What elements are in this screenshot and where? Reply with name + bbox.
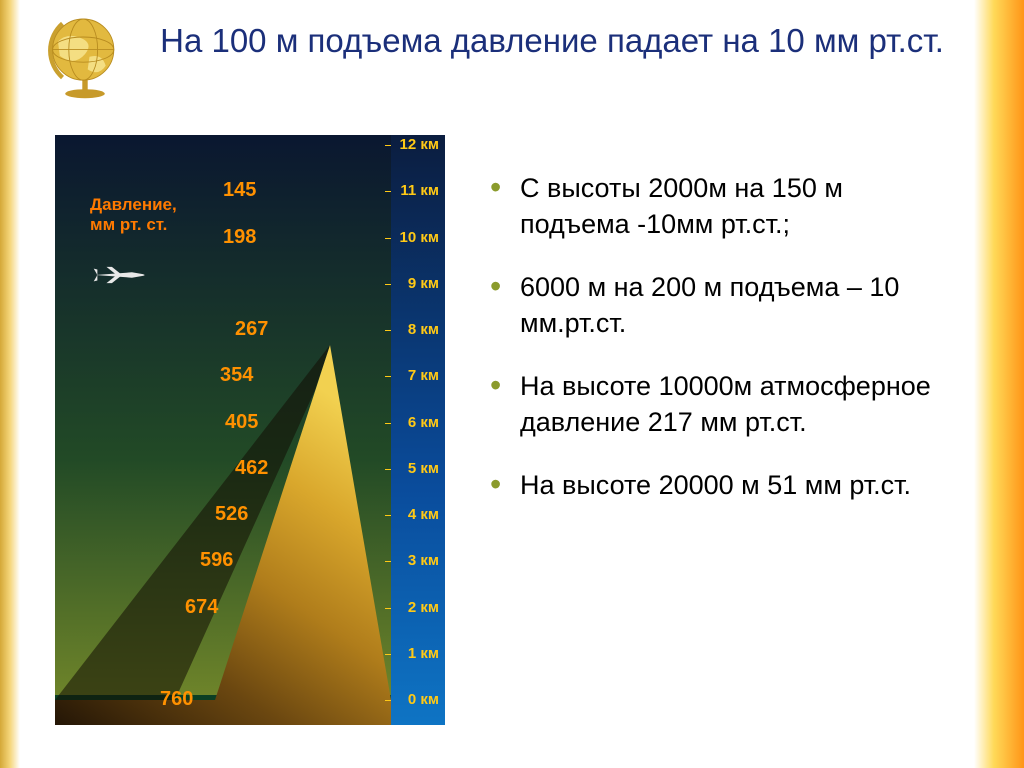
pressure-value: 462	[235, 457, 268, 480]
pressure-value: 596	[200, 549, 233, 572]
axis-tick-mark	[385, 191, 391, 192]
airplane-icon	[93, 265, 149, 285]
axis-tick-mark	[385, 330, 391, 331]
axis-tick-label: 5 км	[408, 460, 439, 477]
axis-tick-label: 8 км	[408, 321, 439, 338]
bullet-item: 6000 м на 200 м подъема – 10 мм.рт.ст.	[490, 269, 954, 342]
pressure-value: 674	[185, 596, 218, 619]
pressure-value: 760	[160, 688, 193, 711]
axis-tick-mark	[385, 423, 391, 424]
bullet-list: С высоты 2000м на 150 м подъема -10мм рт…	[490, 170, 954, 529]
axis-tick-label: 11 км	[400, 182, 439, 199]
axis-tick-mark	[385, 469, 391, 470]
axis-tick-label: 6 км	[408, 414, 439, 431]
axis-tick-mark	[385, 608, 391, 609]
right-edge-gradient	[974, 0, 1024, 768]
axis-tick-mark	[385, 238, 391, 239]
pressure-value: 145	[223, 179, 256, 202]
globe-icon	[40, 10, 130, 100]
slide-title: На 100 м подъема давление падает на 10 м…	[150, 20, 954, 61]
bullet-item: С высоты 2000м на 150 м подъема -10мм рт…	[490, 170, 954, 243]
axis-tick-label: 12 км	[400, 136, 439, 153]
axis-tick-label: 10 км	[400, 229, 439, 246]
pressure-value: 267	[235, 318, 268, 341]
bullet-item: На высоте 20000 м 51 мм рт.ст.	[490, 467, 954, 503]
axis-tick-label: 4 км	[408, 506, 439, 523]
axis-tick-mark	[385, 700, 391, 701]
bullet-item: На высоте 10000м атмосферное давление 21…	[490, 368, 954, 441]
pressure-value: 526	[215, 503, 248, 526]
axis-tick-label: 2 км	[408, 599, 439, 616]
axis-tick-mark	[385, 654, 391, 655]
axis-tick-label: 7 км	[408, 367, 439, 384]
pressure-value: 198	[223, 226, 256, 249]
axis-tick-label: 1 км	[408, 645, 439, 662]
pressure-value: 354	[220, 364, 253, 387]
legend-line-1: Давление,	[90, 195, 177, 214]
axis-tick-label: 9 км	[408, 275, 439, 292]
axis-tick-mark	[385, 376, 391, 377]
axis-tick-mark	[385, 561, 391, 562]
axis-tick-mark	[385, 284, 391, 285]
axis-tick-label: 0 км	[408, 691, 439, 708]
pressure-altitude-chart: Давление, мм рт. ст. 12 км 11 км 10 км 9 км…	[55, 135, 445, 725]
pressure-value: 405	[225, 411, 258, 434]
legend-line-2: мм рт. ст.	[90, 215, 167, 234]
axis-tick-mark	[385, 515, 391, 516]
axis-tick-label: 3 км	[408, 552, 439, 569]
left-edge-gradient	[0, 0, 20, 768]
chart-legend: Давление, мм рт. ст.	[90, 195, 177, 236]
axis-tick-mark	[385, 145, 391, 146]
